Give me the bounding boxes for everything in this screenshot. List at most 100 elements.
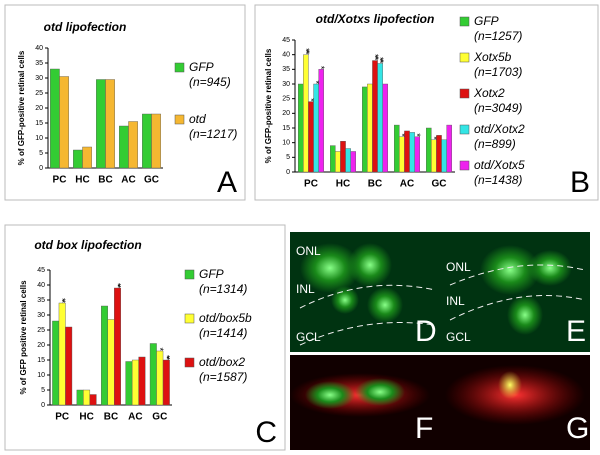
y-tick-label: 25 (282, 96, 290, 103)
y-tick-label: 10 (35, 135, 43, 142)
y-tick-label: 5 (41, 387, 45, 394)
panel-letter: D (415, 315, 437, 348)
bar (367, 83, 373, 173)
bar (426, 127, 432, 173)
y-tick-label: 20 (37, 342, 45, 349)
panel-letter: C (255, 416, 277, 449)
bar (59, 76, 69, 169)
legend-n: (n=945) (189, 75, 231, 89)
x-tick-label: AC (128, 412, 142, 423)
bar (105, 79, 115, 169)
legend-swatch (459, 124, 470, 135)
x-tick-label: GC (144, 175, 159, 186)
y-tick-label: 45 (282, 37, 290, 44)
panel-letter: G (566, 412, 589, 445)
legend-n: (n=1414) (199, 326, 247, 340)
bar (131, 359, 139, 406)
bar (382, 83, 388, 173)
bar (350, 151, 356, 173)
chart-title: otd box lipofection (34, 238, 141, 252)
bar (377, 63, 383, 173)
legend-n: (n=899) (474, 137, 516, 151)
legend-swatch (184, 357, 195, 368)
y-tick-label: 25 (37, 327, 45, 334)
bar (58, 302, 66, 406)
x-tick-label: PC (55, 412, 69, 423)
legend-swatch (459, 88, 470, 99)
chart-title: otd/Xotxs lipofection (316, 12, 435, 26)
bar (151, 113, 161, 169)
x-tick-label: HC (336, 179, 350, 190)
bar (52, 320, 60, 406)
panel-letter: B (570, 166, 590, 199)
bar (65, 326, 73, 406)
x-tick-label: GC (152, 412, 167, 423)
legend-swatch (459, 160, 470, 171)
bar (119, 125, 129, 169)
legend-swatch (459, 16, 470, 27)
y-tick-label: 40 (35, 45, 43, 52)
y-tick-label: 5 (39, 150, 43, 157)
chart-title: otd lipofection (44, 20, 127, 34)
bar (50, 68, 60, 169)
y-tick-label: 30 (37, 312, 45, 319)
y-tick-label: 40 (282, 52, 290, 59)
legend-label: Xotx5b (473, 50, 512, 64)
bar (162, 359, 170, 406)
layer-label: ONL (446, 260, 471, 274)
bar (114, 287, 121, 406)
y-tick-label: 15 (37, 357, 45, 364)
bar (330, 145, 336, 173)
bar (138, 356, 146, 406)
legend-n: (n=1314) (199, 282, 247, 296)
y-tick-label: 0 (286, 169, 290, 176)
bar (149, 343, 157, 406)
significance: ** (113, 283, 123, 289)
bar (73, 149, 83, 169)
bar (372, 60, 378, 173)
y-tick-label: 35 (282, 66, 290, 73)
panel-letter: F (415, 412, 433, 445)
legend-swatch (184, 269, 195, 280)
x-tick-label: HC (75, 175, 89, 186)
y-tick-label: 35 (35, 60, 43, 67)
significance: *** (370, 54, 380, 61)
bar (318, 69, 324, 173)
y-tick-label: 15 (282, 125, 290, 132)
legend-swatch (459, 52, 470, 63)
bar (345, 148, 351, 173)
legend-n: (n=1703) (474, 65, 522, 79)
image-d (290, 232, 440, 352)
x-tick-label: AC (400, 179, 414, 190)
bar (335, 151, 341, 173)
legend-label: otd (189, 112, 206, 126)
bar (399, 136, 405, 173)
legend-label: GFP (474, 14, 499, 28)
bar (107, 319, 115, 406)
legend-label: Xotx2 (473, 86, 505, 100)
legend-n: (n=1257) (474, 29, 522, 43)
panel-letter: A (217, 166, 237, 199)
y-tick-label: 45 (37, 267, 45, 274)
y-axis-label: % of GFP-positive retinal cells (17, 50, 26, 165)
bar (82, 146, 92, 169)
bar (96, 79, 106, 169)
bar (313, 83, 319, 173)
x-tick-label: PC (304, 179, 318, 190)
image-f (290, 355, 440, 450)
y-tick-label: 10 (37, 372, 45, 379)
significance: *** (375, 57, 385, 64)
bar (441, 139, 447, 173)
bar (409, 132, 415, 173)
y-tick-label: 10 (282, 140, 290, 147)
bar (142, 113, 152, 169)
legend-label: otd/box2 (199, 355, 245, 369)
bar (83, 389, 91, 406)
bar (414, 136, 420, 173)
layer-label: GCL (446, 330, 471, 344)
y-tick-label: 20 (282, 110, 290, 117)
bar (303, 54, 309, 173)
layer-label: ONL (296, 244, 321, 258)
image-e (440, 232, 590, 352)
